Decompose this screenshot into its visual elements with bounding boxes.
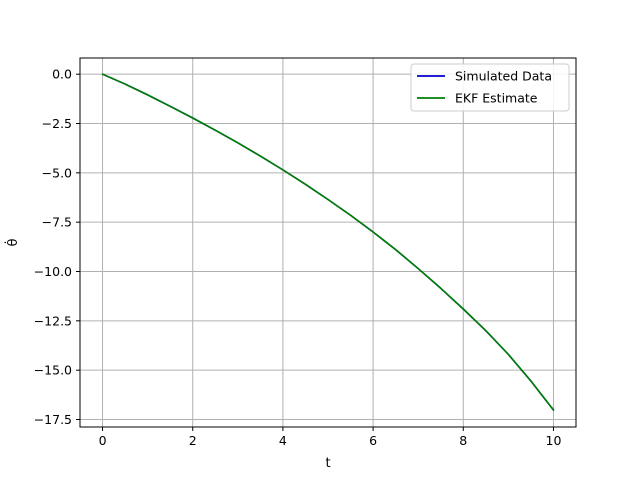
series-line-ekf-estimate [101, 73, 555, 411]
legend-label: EKF Estimate [455, 91, 538, 106]
y-tick-label: −2.5 [42, 116, 72, 131]
x-tick-label: 10 [546, 433, 562, 448]
x-tick-label: 2 [189, 433, 197, 448]
y-tick-label: −12.5 [34, 313, 72, 328]
grid [80, 58, 576, 427]
y-tick-label: −10.0 [34, 264, 72, 279]
legend-box [410, 63, 570, 112]
y-tick-label: −17.5 [34, 412, 72, 427]
ticks: 0 2 4 6 8 10 0.0 −2.5 −5.0 −7.5 −10.0 −12.5 −15.0 −17… [34, 67, 562, 448]
y-tick-label: −7.5 [42, 215, 72, 230]
plot-frame [79, 57, 577, 428]
y-axis-label: θ̇ [5, 238, 21, 246]
x-tick-label: 4 [279, 433, 287, 448]
series-layer [101, 73, 555, 411]
y-tick-label: 0.0 [52, 67, 72, 82]
x-tick-label: 8 [459, 433, 467, 448]
y-tick-label: −5.0 [42, 165, 72, 180]
x-tick-label: 6 [369, 433, 377, 448]
legend: Simulated Data EKF Estimate [410, 63, 570, 112]
x-axis-label: t [325, 456, 330, 471]
legend-label: Simulated Data [455, 69, 552, 84]
x-tick-label: 0 [99, 433, 107, 448]
y-tick-label: −15.0 [34, 363, 72, 378]
